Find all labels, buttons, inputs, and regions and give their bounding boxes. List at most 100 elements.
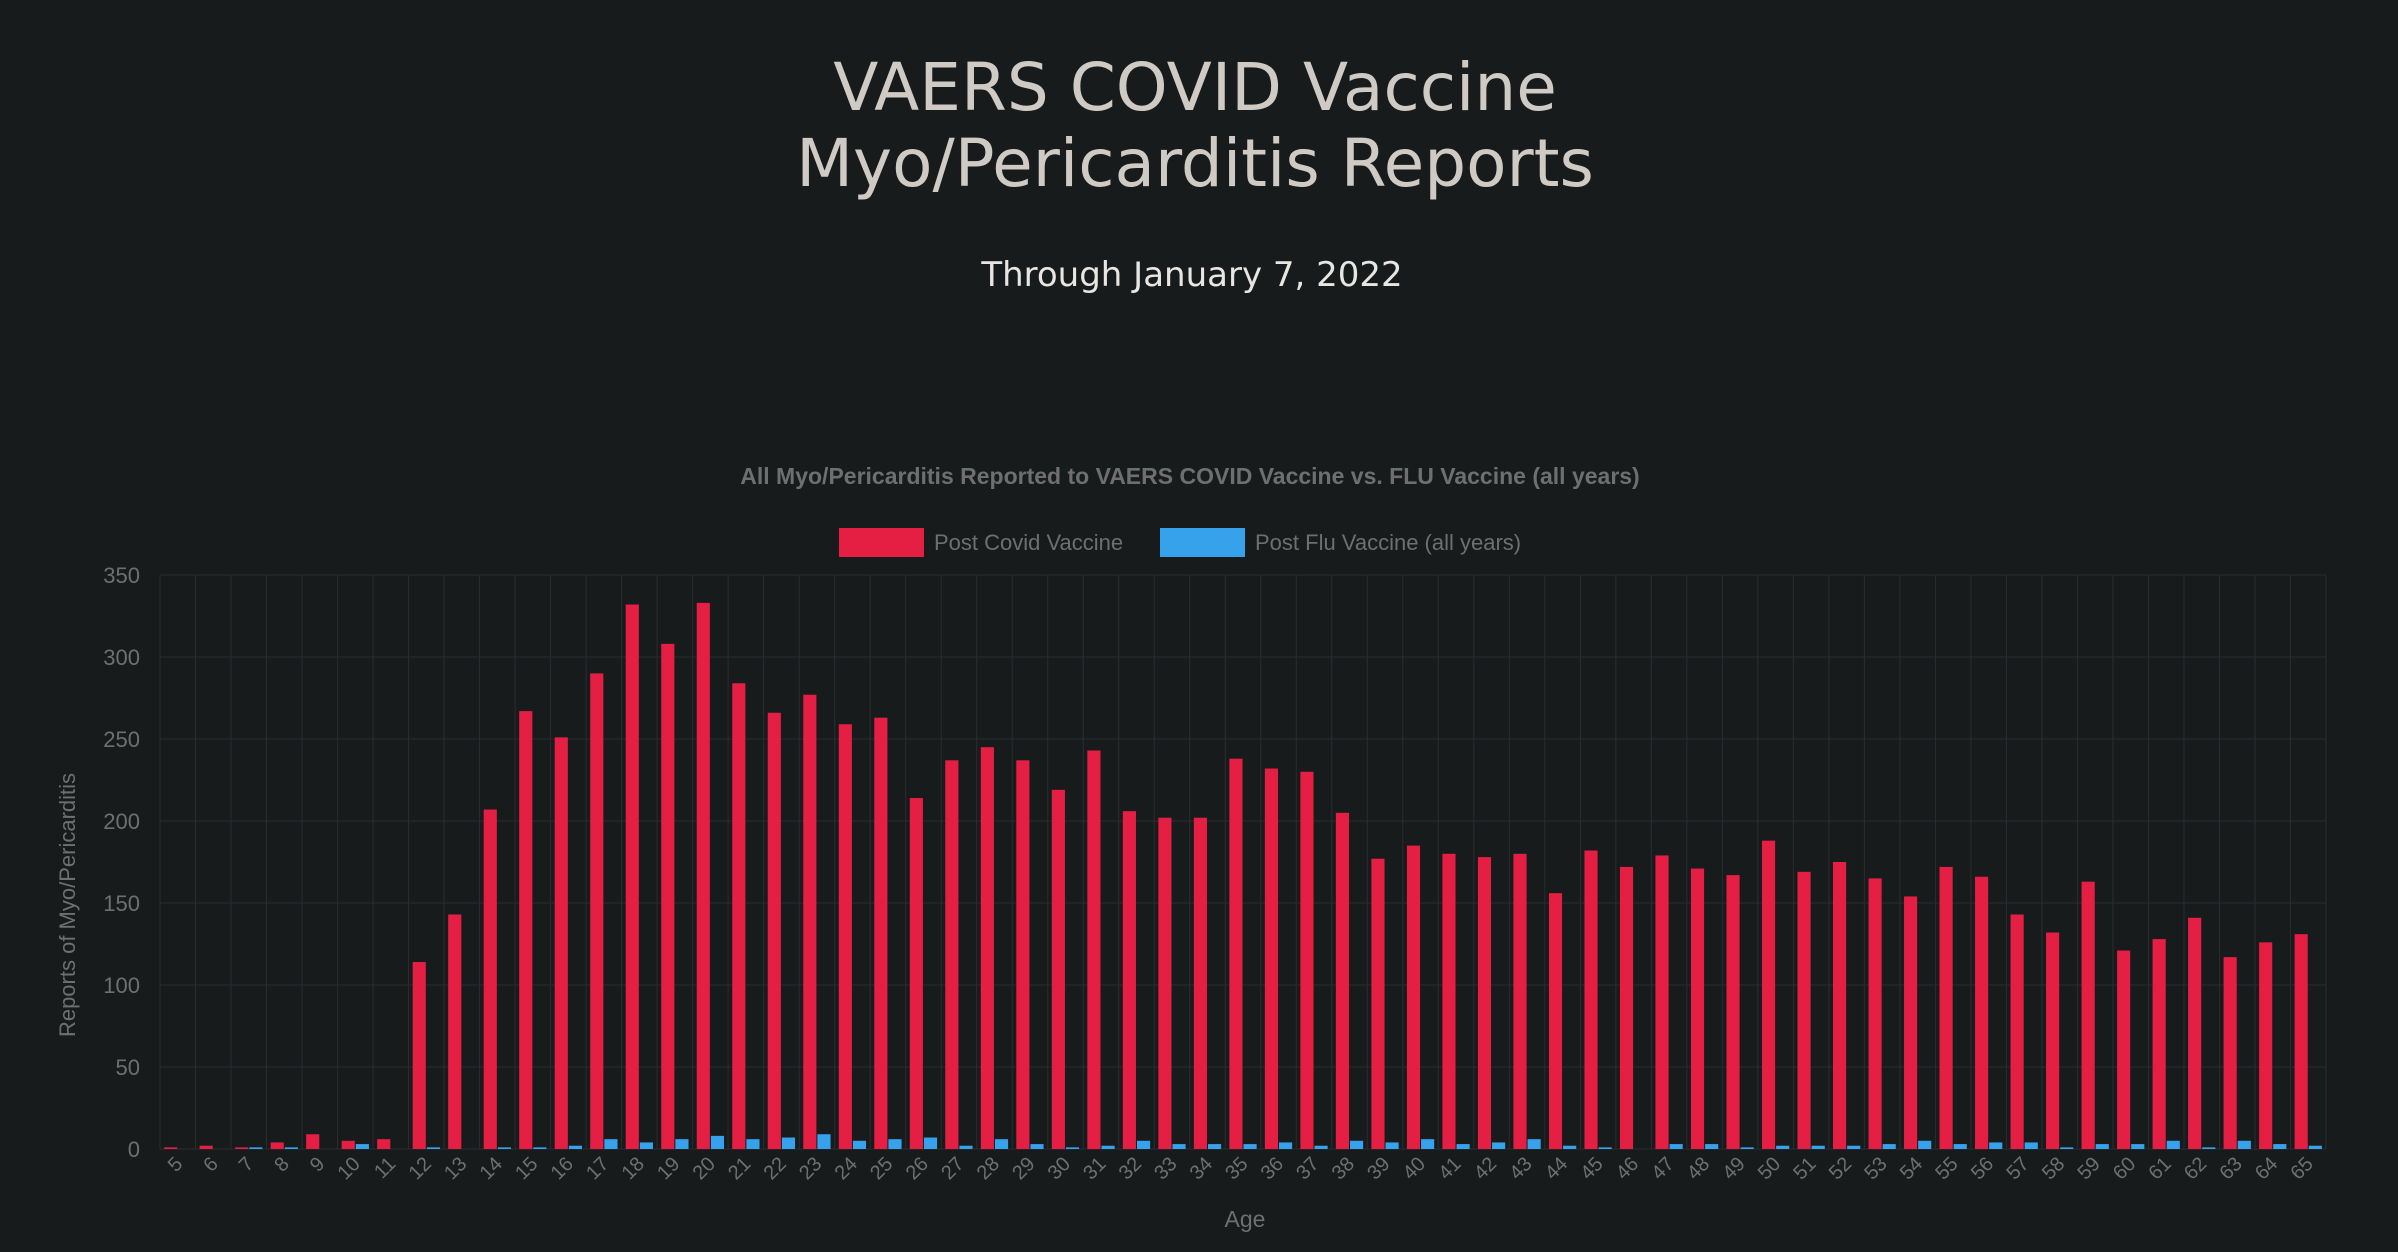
bar-covid[interactable] bbox=[838, 724, 852, 1149]
legend-item-covid[interactable]: Post Covid Vaccine bbox=[839, 528, 1123, 557]
bar-flu[interactable] bbox=[994, 1139, 1009, 1149]
bar-covid[interactable] bbox=[1335, 812, 1350, 1149]
bar-covid[interactable] bbox=[164, 1147, 178, 1149]
bar-flu[interactable] bbox=[1953, 1144, 1967, 1149]
bar-covid[interactable] bbox=[732, 683, 746, 1149]
bar-covid[interactable] bbox=[2152, 939, 2166, 1149]
bar-covid[interactable] bbox=[2046, 932, 2060, 1149]
bar-covid[interactable] bbox=[483, 809, 497, 1149]
bar-flu[interactable] bbox=[2308, 1145, 2322, 1149]
bar-flu[interactable] bbox=[1456, 1144, 1470, 1149]
bar-flu[interactable] bbox=[2060, 1147, 2074, 1149]
bar-covid[interactable] bbox=[1797, 871, 1811, 1149]
bar-flu[interactable] bbox=[1421, 1139, 1435, 1149]
bar-covid[interactable] bbox=[767, 712, 781, 1149]
bar-covid[interactable] bbox=[1016, 760, 1030, 1149]
bar-covid[interactable] bbox=[1548, 893, 1563, 1149]
bar-flu[interactable] bbox=[1989, 1142, 2003, 1149]
legend-item-flu[interactable]: Post Flu Vaccine (all years) bbox=[1160, 528, 1521, 557]
bar-covid[interactable] bbox=[909, 798, 923, 1149]
bar-covid[interactable] bbox=[1513, 853, 1527, 1149]
bar-flu[interactable] bbox=[888, 1139, 902, 1149]
bar-covid[interactable] bbox=[1300, 771, 1314, 1149]
bar-covid[interactable] bbox=[2010, 914, 2024, 1149]
bar-flu[interactable] bbox=[852, 1140, 867, 1149]
bar-covid[interactable] bbox=[1975, 876, 1989, 1149]
bar-flu[interactable] bbox=[1882, 1144, 1896, 1149]
bar-covid[interactable] bbox=[2259, 942, 2273, 1149]
bar-covid[interactable] bbox=[235, 1147, 249, 1149]
bar-flu[interactable] bbox=[1101, 1145, 1115, 1149]
bar-covid[interactable] bbox=[1193, 817, 1207, 1149]
bar-flu[interactable] bbox=[1385, 1142, 1399, 1149]
bar-covid[interactable] bbox=[377, 1139, 391, 1149]
bar-covid[interactable] bbox=[1761, 840, 1776, 1149]
bar-covid[interactable] bbox=[1690, 868, 1705, 1149]
bar-flu[interactable] bbox=[2131, 1144, 2145, 1149]
bar-flu[interactable] bbox=[781, 1137, 796, 1149]
bar-covid[interactable] bbox=[270, 1142, 284, 1149]
bar-covid[interactable] bbox=[2223, 957, 2237, 1149]
bar-covid[interactable] bbox=[1939, 866, 1953, 1149]
bar-covid[interactable] bbox=[1868, 878, 1882, 1149]
bar-covid[interactable] bbox=[1051, 789, 1065, 1149]
bar-flu[interactable] bbox=[1279, 1142, 1293, 1149]
bar-flu[interactable] bbox=[604, 1139, 618, 1149]
bar-flu[interactable] bbox=[1598, 1147, 1612, 1149]
bar-covid[interactable] bbox=[945, 760, 959, 1149]
bar-covid[interactable] bbox=[1229, 758, 1243, 1149]
bar-flu[interactable] bbox=[1136, 1140, 1151, 1149]
bar-flu[interactable] bbox=[817, 1134, 831, 1149]
bar-covid[interactable] bbox=[1264, 768, 1279, 1149]
bar-covid[interactable] bbox=[199, 1145, 213, 1149]
bar-flu[interactable] bbox=[1207, 1144, 1222, 1149]
bar-covid[interactable] bbox=[448, 914, 462, 1149]
bar-covid[interactable] bbox=[1619, 866, 1634, 1149]
bar-flu[interactable] bbox=[249, 1147, 263, 1149]
bar-flu[interactable] bbox=[1740, 1147, 1754, 1149]
bar-flu[interactable] bbox=[2202, 1147, 2216, 1149]
bar-covid[interactable] bbox=[980, 747, 994, 1149]
bar-flu[interactable] bbox=[1776, 1145, 1790, 1149]
bar-covid[interactable] bbox=[1477, 857, 1492, 1149]
bar-covid[interactable] bbox=[1122, 811, 1136, 1149]
bar-covid[interactable] bbox=[1406, 845, 1421, 1149]
bar-covid[interactable] bbox=[1442, 853, 1456, 1149]
bar-covid[interactable] bbox=[590, 673, 604, 1149]
bar-covid[interactable] bbox=[1087, 750, 1101, 1149]
bar-flu[interactable] bbox=[2095, 1144, 2109, 1149]
bar-flu[interactable] bbox=[1527, 1139, 1541, 1149]
bar-flu[interactable] bbox=[1705, 1144, 1719, 1149]
bar-covid[interactable] bbox=[306, 1134, 320, 1149]
bar-covid[interactable] bbox=[1833, 862, 1847, 1149]
bar-covid[interactable] bbox=[1655, 855, 1669, 1149]
bar-covid[interactable] bbox=[661, 643, 675, 1149]
bar-flu[interactable] bbox=[710, 1135, 725, 1149]
bar-flu[interactable] bbox=[2237, 1140, 2251, 1149]
bar-covid[interactable] bbox=[1904, 896, 1918, 1149]
bar-flu[interactable] bbox=[1065, 1147, 1080, 1149]
bar-covid[interactable] bbox=[341, 1140, 355, 1149]
bar-flu[interactable] bbox=[1563, 1145, 1577, 1149]
bar-flu[interactable] bbox=[1314, 1145, 1328, 1149]
bar-covid[interactable] bbox=[1158, 817, 1172, 1149]
bar-flu[interactable] bbox=[2273, 1144, 2287, 1149]
bar-covid[interactable] bbox=[2188, 917, 2202, 1149]
bar-flu[interactable] bbox=[568, 1145, 582, 1149]
bar-flu[interactable] bbox=[1350, 1140, 1364, 1149]
bar-flu[interactable] bbox=[497, 1147, 511, 1149]
bar-flu[interactable] bbox=[1492, 1142, 1506, 1149]
bar-flu[interactable] bbox=[355, 1144, 369, 1149]
bar-covid[interactable] bbox=[874, 717, 888, 1149]
bar-covid[interactable] bbox=[2117, 950, 2131, 1149]
bar-flu[interactable] bbox=[2024, 1142, 2038, 1149]
bar-covid[interactable] bbox=[519, 711, 533, 1149]
bar-flu[interactable] bbox=[639, 1142, 653, 1149]
bar-flu[interactable] bbox=[1669, 1144, 1683, 1149]
bar-covid[interactable] bbox=[2294, 934, 2308, 1149]
bar-flu[interactable] bbox=[746, 1139, 760, 1149]
bar-covid[interactable] bbox=[412, 962, 426, 1149]
bar-covid[interactable] bbox=[1726, 875, 1740, 1149]
bar-flu[interactable] bbox=[2166, 1140, 2180, 1149]
bar-covid[interactable] bbox=[1584, 850, 1598, 1149]
